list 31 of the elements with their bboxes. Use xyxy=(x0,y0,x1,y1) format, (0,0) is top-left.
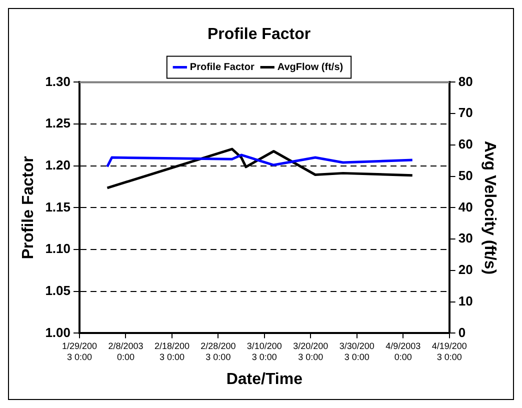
chart-title: Profile Factor xyxy=(207,26,311,44)
y-tick-label: 1.10 xyxy=(45,241,70,256)
y-tick-label: 1.05 xyxy=(45,282,70,298)
y2-tick-label: 60 xyxy=(458,136,473,152)
x-tick-label: 3/20/2003 0:00 xyxy=(293,341,328,362)
x-tick-label: 3/10/2003 0:00 xyxy=(246,341,282,362)
legend-label: Profile Factor xyxy=(190,62,254,73)
x-tick-label: 1/29/2003 0:00 xyxy=(62,341,98,362)
y-tick-label: 1.30 xyxy=(45,74,70,89)
x-tick-label: 3/30/2003 0:00 xyxy=(339,341,374,362)
y-tick-label: 1.20 xyxy=(45,157,70,172)
y2-tick-label: 0 xyxy=(458,324,466,340)
y2-tick-label: 50 xyxy=(458,168,473,183)
y2-tick-label: 80 xyxy=(458,74,473,89)
y2-tick-label: 30 xyxy=(458,230,473,246)
y2-axis-title: Avg Velocity (ft/s) xyxy=(480,140,498,275)
y-axis-title: Profile Factor xyxy=(20,156,38,260)
y2-tick-label: 20 xyxy=(458,262,473,278)
x-axis-title: Date/Time xyxy=(226,370,303,388)
x-tick-label: 2/8/2003 0:00 xyxy=(108,341,144,362)
y-tick-label: 1.25 xyxy=(45,116,70,131)
x-tick-label: 4/19/2003 0:00 xyxy=(432,341,467,362)
legend-label: AvgFlow (ft/s) xyxy=(277,62,344,73)
y-tick-label: 1.15 xyxy=(45,199,70,214)
x-tick-label: 4/9/2003 0:00 xyxy=(386,341,421,362)
x-tick-label: 2/18/2003 0:00 xyxy=(154,341,190,362)
x-tick-label: 2/28/2003 0:00 xyxy=(200,341,236,362)
y-tick-label: 1.00 xyxy=(45,324,70,340)
y2-tick-label: 40 xyxy=(458,199,473,214)
y2-tick-label: 10 xyxy=(458,293,473,308)
y2-tick-label: 70 xyxy=(458,105,473,120)
